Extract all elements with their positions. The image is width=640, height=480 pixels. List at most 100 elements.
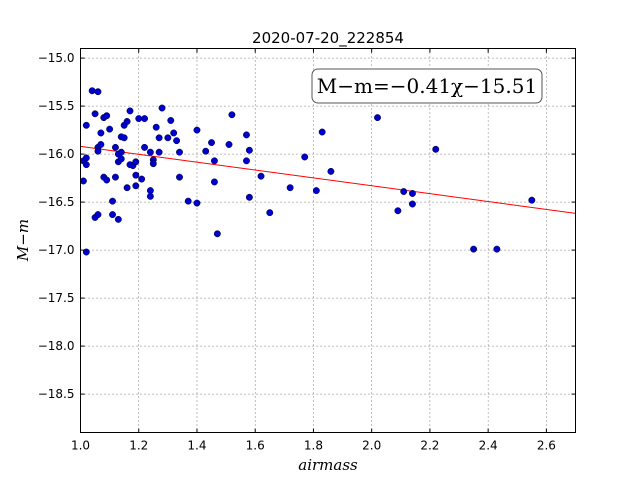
data-point: [210, 157, 218, 165]
data-point: [97, 141, 105, 148]
y-tick-label: −15.0: [38, 51, 75, 65]
data-point: [208, 139, 215, 147]
data-point: [176, 148, 183, 156]
ticks: 1.0 1.2 1.4 1.6 1.8 2.0 2.2 2.4 2.6 −15.0 −15.5 −16…: [38, 48, 576, 453]
data-point: [146, 192, 154, 200]
data-point: [94, 211, 102, 219]
data-point: [243, 131, 250, 139]
data-point: [312, 187, 320, 195]
data-point: [82, 248, 90, 256]
x-tick-label: 1.8: [304, 439, 323, 453]
data-point: [210, 178, 218, 186]
data-point: [243, 157, 250, 165]
data-point: [109, 211, 116, 219]
data-point: [173, 137, 181, 145]
data-point: [135, 115, 143, 123]
data-point: [257, 172, 265, 180]
data-point: [193, 199, 201, 207]
y-tick-label: −17.5: [38, 291, 75, 305]
x-tick-label: 1.2: [129, 439, 148, 453]
data-point: [327, 167, 335, 175]
data-point: [79, 177, 87, 185]
data-point: [470, 245, 478, 253]
x-tick-label: 1.6: [246, 439, 265, 453]
data-point: [245, 146, 253, 154]
data-point: [138, 175, 146, 183]
data-point: [82, 121, 90, 129]
data-point: [132, 171, 140, 179]
y-tick-label: −18.0: [38, 339, 75, 353]
data-point: [176, 173, 183, 181]
data-point: [103, 176, 111, 184]
chart-title: 2020-07-20_222854: [252, 29, 404, 48]
data-point: [193, 126, 201, 134]
data-point: [374, 114, 381, 122]
points-layer: [79, 87, 536, 256]
data-point: [120, 134, 128, 142]
data-point: [114, 215, 122, 223]
y-tick-label: −17.0: [38, 243, 75, 257]
y-tick-label: −16.0: [38, 147, 75, 161]
data-point: [318, 128, 326, 136]
x-tick-label: 1.0: [71, 439, 90, 453]
data-point: [109, 197, 116, 205]
data-point: [493, 245, 501, 253]
data-point: [111, 173, 119, 181]
data-point: [167, 117, 175, 124]
data-point: [158, 104, 166, 112]
data-point: [149, 160, 157, 168]
data-point: [82, 154, 90, 162]
data-point: [94, 88, 102, 96]
data-point: [164, 134, 172, 142]
fit-layer: [80, 145, 576, 214]
data-point: [146, 187, 154, 195]
data-point: [123, 118, 131, 125]
data-point: [152, 123, 160, 131]
fit-line: [80, 145, 576, 214]
data-point: [126, 107, 134, 115]
data-point: [103, 112, 111, 120]
data-point: [155, 134, 163, 142]
x-tick-label: 1.4: [187, 439, 206, 453]
data-point: [228, 111, 236, 119]
data-point: [528, 196, 536, 204]
data-point: [155, 148, 163, 156]
data-point: [132, 158, 140, 166]
y-tick-label: −15.5: [38, 99, 75, 113]
data-point: [170, 129, 178, 137]
data-point: [94, 147, 102, 155]
data-point: [91, 110, 99, 118]
data-point: [408, 200, 416, 208]
data-point: [106, 125, 114, 133]
y-axis-label: M−m: [14, 219, 32, 262]
data-point: [213, 230, 221, 238]
data-point: [117, 155, 125, 163]
data-point: [141, 115, 149, 123]
x-tick-label: 2.6: [537, 439, 556, 453]
data-point: [141, 143, 149, 151]
data-point: [88, 87, 96, 95]
y-tick-label: −18.5: [38, 387, 75, 401]
fit-equation: M−m=−0.41χ−15.51: [317, 74, 537, 98]
data-point: [146, 148, 154, 156]
data-point: [301, 153, 309, 161]
x-tick-label: 2.0: [362, 439, 381, 453]
data-point: [82, 161, 90, 169]
data-point: [97, 129, 105, 137]
data-point: [394, 207, 402, 215]
data-point: [132, 182, 140, 190]
x-tick-label: 2.2: [420, 439, 439, 453]
data-point: [111, 143, 119, 151]
data-point: [225, 141, 233, 148]
data-point: [286, 184, 294, 192]
data-point: [408, 190, 416, 197]
data-point: [123, 184, 131, 192]
plot-frame: [80, 48, 576, 433]
data-point: [266, 209, 274, 217]
annotation-box: [311, 68, 543, 104]
x-axis-label: airmass: [298, 456, 358, 474]
data-point: [184, 197, 192, 205]
data-point: [202, 147, 210, 155]
data-point: [432, 145, 440, 153]
x-tick-label: 2.4: [479, 439, 498, 453]
